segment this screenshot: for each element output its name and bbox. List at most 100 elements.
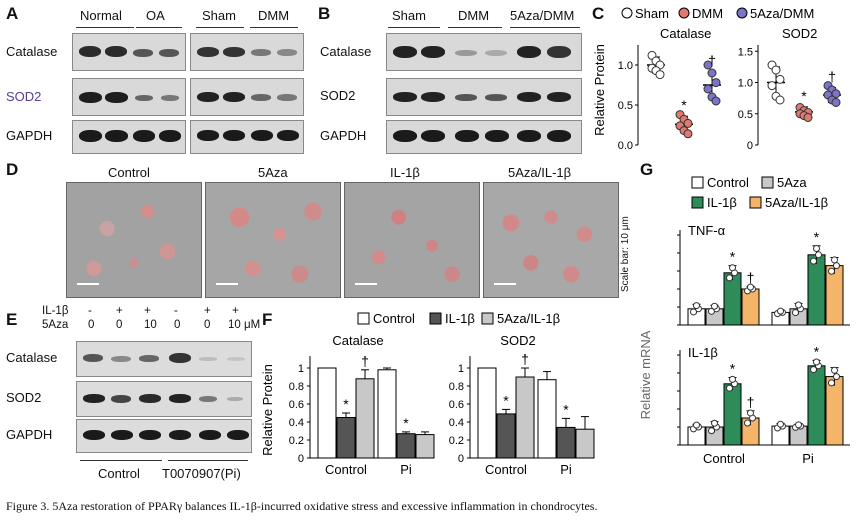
legend-c-label-dmm: DMM <box>692 6 723 21</box>
f-bar-1-1-2 <box>575 428 595 459</box>
g-point-0-1-2-0 <box>810 257 817 265</box>
g-bar-0-0-2 <box>723 272 742 326</box>
panel-f-letter: F <box>262 310 273 329</box>
g-point-0-1-1-2 <box>795 301 802 309</box>
row-label-sod2: SOD2 <box>6 89 42 104</box>
legend-g: Control 5Aza IL-1β 5Aza/IL-1β <box>691 175 828 210</box>
c-point-1-0-1 <box>771 65 781 75</box>
legend-g-swatch-5aza <box>761 176 774 189</box>
e-aza-dose-2: 10 <box>144 319 157 331</box>
panel-f-chart: Control IL-1β 5Aza/IL-1β Relative Protei… <box>260 311 595 477</box>
blot-e-gapdh <box>76 419 252 453</box>
e-row-catalase: Catalase <box>6 350 58 365</box>
c-point-0-1-2 <box>683 118 693 128</box>
f-ytick-label-1-3: 0.6 <box>449 399 464 411</box>
row-label-gapdh-b: GAPDH <box>320 128 367 143</box>
c-point-1-2-5 <box>831 98 841 107</box>
legend-c-swatch-sham <box>621 7 633 19</box>
group-label-normal: Normal <box>80 8 122 23</box>
c-ytick-label-0-0: 0.0 <box>618 140 633 152</box>
g-point-0-1-2-1 <box>815 251 822 259</box>
g-ylabel: Relative mRNA <box>638 330 653 419</box>
e-il1b-mark-5: + <box>232 305 239 317</box>
panel-c-letter: C <box>592 4 605 23</box>
group-label-5aza-dmm-b: 5Aza/DMM <box>510 8 575 23</box>
legend-f-label-control: Control <box>373 311 415 326</box>
legend-g-swatch-control <box>691 176 704 189</box>
g-mark-1-1-2: * <box>814 343 820 359</box>
f-ytick-label-1-1: 0.2 <box>449 435 464 447</box>
legend-c: Sham DMM 5Aza/DMM <box>621 6 814 21</box>
f-bar-1-0-2 <box>515 376 535 459</box>
c-title-sod2: SOD2 <box>782 26 817 41</box>
group-label-sham: Sham <box>202 8 236 23</box>
g-bar-0-1-2 <box>807 254 826 326</box>
c-mark-0-1: * <box>681 97 687 113</box>
c-title-catalase: Catalase <box>660 26 711 41</box>
c-point-0-2-5 <box>711 96 721 106</box>
g-point-0-0-0-0 <box>690 308 697 316</box>
g-mark-1-0-2: * <box>730 361 736 377</box>
g-point-1-0-1-2 <box>711 419 718 427</box>
c-mark-1-2: † <box>828 69 836 85</box>
g-point-1-0-3-0 <box>744 419 751 427</box>
g-mark-0-0-2: * <box>730 249 736 265</box>
c-point-1-1-5 <box>803 113 813 122</box>
panel-a-letter: A <box>6 4 19 23</box>
legend-c-swatch-aza <box>736 7 748 19</box>
legend-f: Control IL-1β 5Aza/IL-1β <box>357 311 560 326</box>
blot-a-catalase-right <box>190 33 304 71</box>
g-point-0-0-1-2 <box>711 302 718 310</box>
f-mark-1-0-2: † <box>521 351 529 367</box>
f-ytick-label-0-0: 0 <box>298 453 304 465</box>
row-label-catalase-b: Catalase <box>320 44 372 59</box>
c-ytick-label-1-2: 1.0 <box>738 78 753 90</box>
blot-b-gapdh <box>386 120 582 154</box>
row-label-gapdh: GAPDH <box>6 128 53 143</box>
g-point-0-0-2-2 <box>729 264 736 272</box>
f-xcat-1-1: Pi <box>560 462 572 477</box>
figure-caption: Figure 3. 5Aza restoration of PPARγ bala… <box>6 499 598 513</box>
e-il1b-mark-3: - <box>174 305 178 317</box>
e-il1b-mark-2: + <box>144 305 151 317</box>
g-title-0: TNF-α <box>688 223 726 238</box>
g-point-0-1-3-1 <box>833 262 840 270</box>
legend-f-label-aza: 5Aza/IL-1β <box>497 311 560 326</box>
panel-d-letter: D <box>6 160 19 179</box>
legend-f-label-il1b: IL-1β <box>445 311 475 326</box>
f-bar-0-1-0 <box>377 369 397 459</box>
f-bar-1-1-1 <box>556 426 576 459</box>
g-point-0-0-3-2 <box>747 283 754 291</box>
legend-c-label-aza: 5Aza/DMM <box>750 6 814 21</box>
d-label-il1b: IL-1β <box>390 165 420 180</box>
legend-g-label-5aza: 5Aza <box>777 175 807 190</box>
f-bar-0-1-2 <box>415 434 435 459</box>
e-aza-dose-5: 10 μM <box>228 319 261 331</box>
legend-f-swatch-il1b <box>429 312 442 325</box>
f-ytick-label-0-1: 0.2 <box>289 435 304 447</box>
legend-f-swatch-control <box>357 312 370 325</box>
f-bar-1-0-0 <box>477 367 497 459</box>
f-ytick-label-0-4: 0.8 <box>289 381 304 393</box>
blot-e-sod2 <box>76 381 252 417</box>
g-point-1-0-3-2 <box>747 409 754 417</box>
g-point-1-1-3-1 <box>833 373 840 381</box>
panel-e-letter: E <box>6 310 18 329</box>
e-aza-dose-3: 0 <box>174 319 181 331</box>
f-mark-1-1-1: * <box>563 401 569 417</box>
legend-g-label-il1b: IL-1β <box>707 195 737 210</box>
panel-b-letter: B <box>318 4 331 23</box>
c-point-0-2-1 <box>707 68 717 78</box>
g-title-1: IL-1β <box>688 345 718 360</box>
g-mark-0-1-2: * <box>814 229 820 245</box>
g-point-1-1-3-0 <box>828 379 835 387</box>
g-point-0-1-2-2 <box>813 245 820 252</box>
f-title-1: SOD2 <box>500 333 535 348</box>
legend-g-label-aza-il1b: 5Aza/IL-1β <box>765 195 828 210</box>
legend-g-swatch-aza-il1b <box>749 196 762 209</box>
c-point-1-0-3 <box>767 81 777 91</box>
g-mark-1-0-3: † <box>747 394 755 410</box>
e-aza-dose-4: 0 <box>204 319 211 331</box>
g-point-0-1-0-2 <box>777 307 784 315</box>
legend-g-label-control: Control <box>707 175 749 190</box>
